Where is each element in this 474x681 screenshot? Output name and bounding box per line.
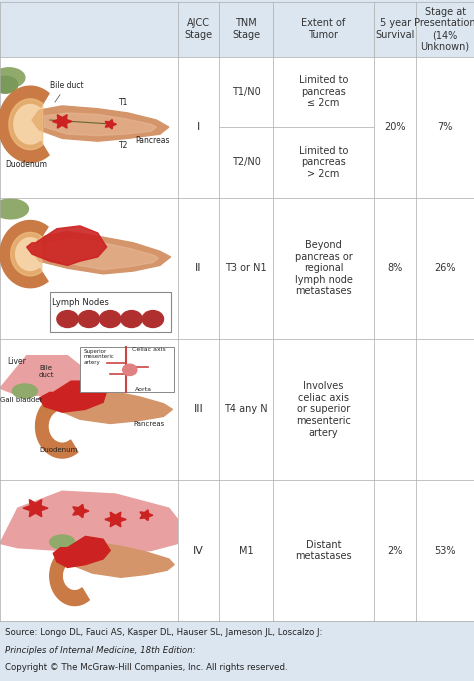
Text: Principles of Internal Medicine, 18th Edition:: Principles of Internal Medicine, 18th Ed… — [5, 646, 195, 654]
Ellipse shape — [123, 364, 137, 375]
Polygon shape — [73, 504, 89, 518]
Text: Stage at
Presentation
(14%
Unknown): Stage at Presentation (14% Unknown) — [414, 7, 474, 52]
FancyBboxPatch shape — [50, 292, 171, 332]
Polygon shape — [27, 226, 107, 266]
Ellipse shape — [121, 311, 142, 328]
Text: Copyright © The McGraw-Hill Companies, Inc. All rights reserved.: Copyright © The McGraw-Hill Companies, I… — [5, 663, 287, 671]
Text: T1/N0: T1/N0 — [232, 86, 260, 97]
Text: TNM
Stage: TNM Stage — [232, 18, 260, 40]
Text: T3 or N1: T3 or N1 — [225, 264, 267, 273]
Ellipse shape — [78, 311, 100, 328]
Text: 26%: 26% — [434, 264, 456, 273]
Ellipse shape — [12, 384, 37, 398]
Text: III: III — [194, 405, 203, 414]
Text: T2/N0: T2/N0 — [232, 157, 260, 168]
Polygon shape — [0, 86, 49, 162]
Text: 5 year
Survival: 5 year Survival — [375, 18, 415, 40]
Text: Lymph Nodes: Lymph Nodes — [52, 298, 109, 307]
Ellipse shape — [142, 311, 164, 328]
Text: Duodenum: Duodenum — [5, 159, 47, 169]
Polygon shape — [32, 232, 171, 274]
Polygon shape — [0, 355, 85, 395]
Text: AJCC
Stage: AJCC Stage — [184, 18, 213, 40]
Text: 8%: 8% — [388, 264, 403, 273]
Polygon shape — [53, 537, 110, 567]
Polygon shape — [105, 512, 126, 527]
Polygon shape — [39, 381, 107, 412]
Text: Duodenum: Duodenum — [39, 447, 77, 453]
Text: T4 any N: T4 any N — [224, 405, 268, 414]
Text: IV: IV — [193, 545, 204, 556]
Text: Bile
duct: Bile duct — [39, 365, 55, 378]
Text: M1: M1 — [239, 545, 253, 556]
Text: Distant
metastases: Distant metastases — [295, 540, 352, 561]
Text: Bile duct: Bile duct — [50, 80, 83, 102]
Text: Beyond
pancreas or
regional
lymph node
metastases: Beyond pancreas or regional lymph node m… — [294, 240, 353, 296]
Text: Superior
mesenteric
artery: Superior mesenteric artery — [83, 349, 114, 365]
Text: T1: T1 — [119, 97, 128, 106]
Text: Involves
celiac axis
or superior
mesenteric
artery: Involves celiac axis or superior mesente… — [296, 381, 351, 438]
Text: Celiac axis: Celiac axis — [131, 347, 165, 353]
Text: Pancreas: Pancreas — [133, 422, 164, 427]
Polygon shape — [105, 120, 117, 129]
Polygon shape — [140, 510, 153, 520]
FancyBboxPatch shape — [80, 347, 174, 392]
Text: Pancreas: Pancreas — [135, 136, 170, 144]
Polygon shape — [46, 238, 158, 270]
Text: 20%: 20% — [384, 122, 406, 132]
Polygon shape — [23, 500, 48, 517]
Text: T2: T2 — [119, 141, 128, 151]
Polygon shape — [32, 106, 169, 141]
Text: II: II — [195, 264, 202, 273]
Polygon shape — [53, 114, 72, 128]
Ellipse shape — [50, 535, 75, 549]
Text: Limited to
pancreas
≤ 2cm: Limited to pancreas ≤ 2cm — [299, 75, 348, 108]
Polygon shape — [0, 491, 178, 554]
Text: Limited to
pancreas
> 2cm: Limited to pancreas > 2cm — [299, 146, 348, 179]
Polygon shape — [36, 394, 78, 458]
Ellipse shape — [0, 76, 18, 93]
Ellipse shape — [0, 199, 28, 219]
Text: Extent of
Tumor: Extent of Tumor — [301, 18, 346, 40]
Text: 7%: 7% — [438, 122, 453, 132]
Polygon shape — [45, 113, 156, 136]
Polygon shape — [50, 546, 89, 605]
Text: Gall bladder: Gall bladder — [0, 397, 42, 403]
Polygon shape — [57, 387, 173, 424]
Text: 2%: 2% — [388, 545, 403, 556]
Ellipse shape — [100, 311, 121, 328]
Polygon shape — [9, 99, 43, 150]
Ellipse shape — [0, 68, 25, 88]
Polygon shape — [11, 232, 42, 276]
Text: I: I — [197, 122, 200, 132]
Ellipse shape — [57, 311, 78, 328]
Text: Source: Longo DL, Fauci AS, Kasper DL, Hauser SL, Jameson JL, Loscalzo J:: Source: Longo DL, Fauci AS, Kasper DL, H… — [5, 628, 325, 637]
Text: Liver: Liver — [7, 358, 26, 366]
Polygon shape — [67, 542, 174, 577]
Polygon shape — [0, 221, 48, 287]
Text: 53%: 53% — [434, 545, 456, 556]
Text: Aorta: Aorta — [135, 387, 152, 392]
